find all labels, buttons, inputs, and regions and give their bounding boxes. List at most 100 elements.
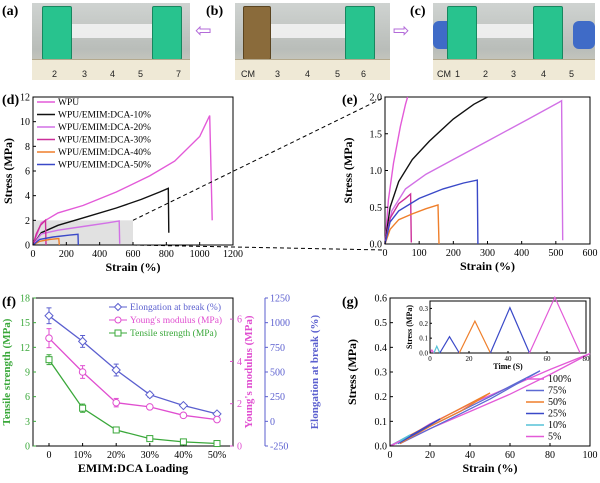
chart-f-ytick-right-label: 750: [270, 343, 285, 354]
legend-entry: 100%: [548, 374, 571, 385]
inset-cycle-line: [439, 335, 460, 354]
chart-d-ytick-label: 12: [20, 93, 30, 104]
chart-d-ytick-label: 4: [25, 191, 30, 202]
data-point: [146, 435, 154, 443]
inset-xtick-label: 80: [583, 355, 591, 363]
panel-label-d: (d): [2, 93, 20, 108]
series-line-wpu-emim-dca-50-: [384, 179, 479, 245]
series-line-wpu-emim-dca-40-: [32, 237, 60, 246]
chart-d-xtick-label: 1000: [190, 249, 210, 260]
data-point: [213, 440, 221, 448]
ruler-number: 5: [569, 69, 575, 79]
legend-entry: Elongation at break (%): [130, 302, 221, 313]
chart-f-xtick-label: 0: [47, 450, 52, 461]
film-strip: [260, 24, 360, 38]
data-point: [78, 368, 87, 376]
data-point: [146, 403, 154, 411]
chart-f-ytick-right-label: 0: [270, 417, 275, 428]
data-point: [178, 400, 189, 411]
chart-e-xtick-label: 600: [583, 248, 598, 259]
chart-g-ytick-label: 0.5: [375, 318, 388, 329]
chart-e-xtick-label: 400: [514, 248, 529, 259]
chart-f-ytick-right-label: 1250: [270, 294, 290, 305]
chart-e-ytick-label: 1.5: [370, 129, 383, 140]
chart-f-ylabel-mid: Young's modulus (MPa): [243, 315, 255, 428]
legend-entry: WPU/EMIM:DCA-10%: [58, 111, 151, 121]
series-line-wpu-emim-dca-20-: [32, 220, 121, 246]
chart-g-xtick-label: 100: [583, 450, 598, 461]
binder-clip-right: [345, 6, 375, 60]
chart-f-ytick-mid-label: 0: [237, 442, 242, 453]
chart-d-xlabel: Strain (%): [106, 260, 161, 274]
inset-cycle-line: [489, 306, 531, 354]
chart-f-ytick-mid-label: 2: [237, 399, 242, 410]
inset-cycle-line: [433, 344, 441, 354]
legend-marker: [114, 329, 122, 337]
chart-e-xtick-label: 200: [446, 248, 461, 259]
chart-f-ytick-mid-label: 4: [237, 357, 242, 368]
panel-label-b: (b): [206, 4, 224, 19]
legend-entry: WPU: [58, 98, 79, 108]
series-line-wpu-emim-dca-30-: [32, 218, 47, 246]
series-line-wpu-emim-dca-50-: [32, 233, 79, 246]
chart-f-ytick-left-label: 9: [25, 368, 30, 379]
inset-frame: [429, 300, 587, 354]
legend-entry: 25%: [548, 409, 566, 420]
legend-entry: 5%: [548, 432, 561, 443]
series-line: [48, 315, 218, 415]
legend-marker: [113, 302, 123, 312]
data-point: [45, 334, 53, 342]
chart-e-xtick-label: 500: [548, 248, 563, 259]
chart-d-xtick-label: 1200: [223, 249, 243, 260]
chart-d-ytick-label: 8: [25, 142, 30, 153]
chart-d-ytick-label: 2: [25, 216, 30, 227]
chart-e-xtick-label: 100: [412, 248, 427, 259]
ruler: CM 1 2 3 4 5: [433, 59, 595, 80]
chart-f-xtick-label: 50%: [208, 450, 226, 461]
glove: [573, 21, 595, 49]
panel-label-c: (c): [410, 4, 426, 19]
chart-g-xtick-label: 0: [388, 450, 393, 461]
chart-f-ytick-right-label: 500: [270, 368, 285, 379]
panel-label-g: (g): [342, 295, 359, 310]
ruler-number: 5: [138, 69, 144, 79]
chart-d-xtick-label: 400: [92, 249, 107, 260]
series-line-unload: [399, 392, 491, 445]
ruler-number: 2: [52, 69, 58, 79]
data-point: [112, 426, 120, 434]
data-point: [44, 311, 54, 321]
ruler-number: 1: [455, 69, 461, 79]
ruler-number: 3: [275, 69, 281, 79]
binder-clip-right: [533, 6, 563, 60]
chart-g-ytick-label: 0.3: [375, 368, 388, 379]
chart-e-ytick-label: 2.0: [370, 93, 383, 104]
series-line-wpu-emim-dca-10-: [384, 96, 488, 245]
chart-f-xtick-label: 10%: [73, 450, 91, 461]
ruler-unit: CM: [437, 69, 451, 79]
ruler-number: 7: [176, 69, 182, 79]
binder-clip-left: [447, 6, 477, 60]
chart-g-ytick-label: 0.4: [375, 343, 388, 354]
data-point: [145, 389, 155, 400]
ruler-number: 5: [335, 69, 341, 79]
chart-f-ytick-right-label: 250: [270, 392, 285, 403]
data-point: [45, 356, 53, 364]
ruler-number: 4: [110, 69, 116, 79]
chart-g-xtick-label: 80: [545, 450, 555, 461]
series-line: [48, 359, 218, 445]
photo-a: 2 3 4 5 7: [32, 3, 190, 80]
inset-cycle-line: [528, 295, 581, 354]
series-line-wpu: [32, 115, 213, 246]
chart-g-ytick-label: 0.6: [375, 294, 388, 305]
chart-e-xlabel: Strain (%): [460, 259, 515, 273]
chart-g-xtick-label: 20: [425, 450, 435, 461]
chart-f-ytick-left-label: 15: [20, 318, 30, 329]
series-line-unload: [397, 418, 441, 445]
data-point: [79, 404, 87, 412]
arrow-left-icon: ⇦: [195, 18, 212, 42]
chart-e-ytick-label: 0.5: [370, 203, 383, 214]
chart-d-ylabel: Stress (MPa): [1, 138, 15, 204]
data-point: [179, 411, 188, 420]
chart-f-ytick-left-label: 6: [25, 392, 30, 403]
ruler: 2 3 4 5 7: [32, 59, 190, 80]
